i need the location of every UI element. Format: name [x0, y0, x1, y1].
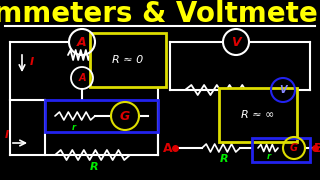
Text: V: V: [231, 35, 241, 48]
Text: I: I: [30, 57, 34, 67]
Text: A: A: [77, 35, 87, 48]
Text: r: r: [72, 123, 76, 132]
Text: G: G: [290, 143, 298, 153]
Text: R ≈ ∞: R ≈ ∞: [241, 110, 275, 120]
Bar: [252, 138, 310, 162]
Text: A: A: [78, 73, 86, 83]
Text: I: I: [5, 130, 9, 140]
Bar: [45, 100, 158, 132]
Text: R: R: [220, 154, 228, 164]
Text: R ≈ 0: R ≈ 0: [112, 55, 144, 65]
Text: R: R: [90, 162, 99, 172]
Text: B: B: [314, 141, 320, 154]
Text: A: A: [163, 141, 173, 154]
Text: V: V: [279, 85, 287, 95]
Text: Ammeters & Voltmeters: Ammeters & Voltmeters: [0, 0, 320, 28]
Text: r: r: [267, 152, 271, 161]
Text: G: G: [120, 109, 130, 123]
